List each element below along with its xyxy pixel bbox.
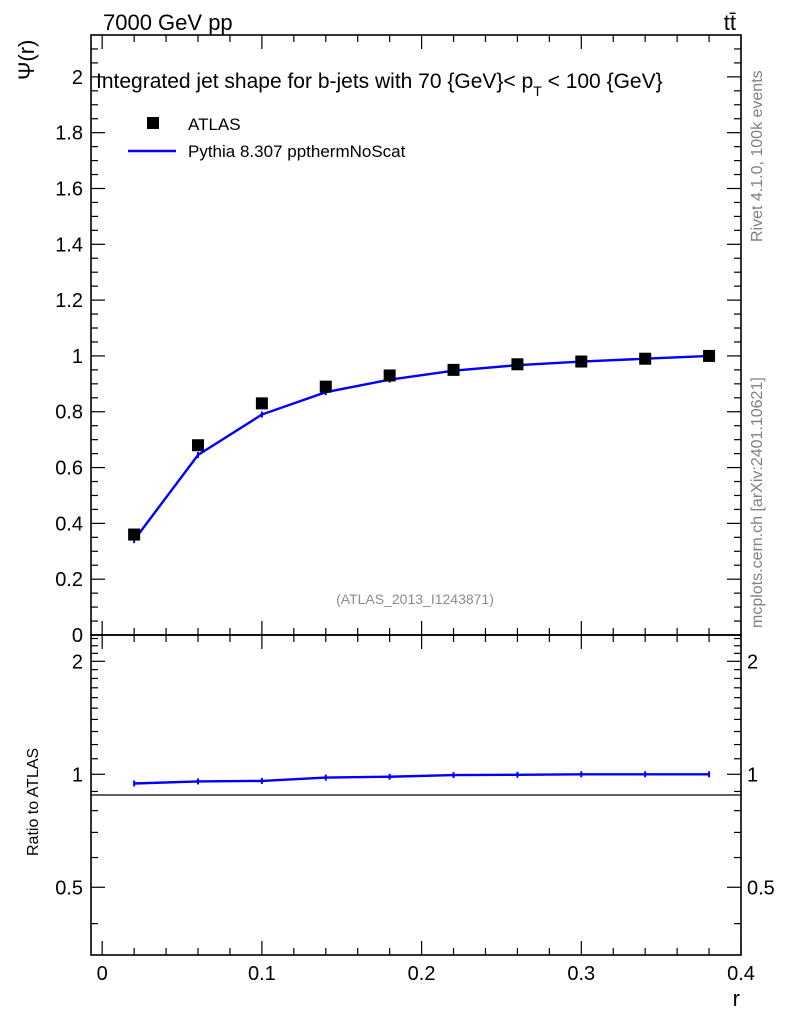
ratio-tick-label-left: 0.5 bbox=[55, 877, 83, 899]
atlas-marker bbox=[319, 380, 332, 393]
y-tick-label: 0 bbox=[72, 625, 83, 647]
y-tick-label: 1.2 bbox=[55, 290, 83, 312]
legend-marker-atlas bbox=[147, 117, 159, 129]
ratio-tick-label-right: 1 bbox=[747, 764, 758, 786]
atlas-marker bbox=[192, 439, 205, 452]
ratio-tick-label-right: 0.5 bbox=[747, 877, 775, 899]
x-tick-label: 0.1 bbox=[248, 963, 276, 985]
y-tick-label: 0.6 bbox=[55, 458, 83, 480]
y-tick-label: 0.4 bbox=[55, 513, 83, 535]
y-tick-label: 0.8 bbox=[55, 402, 83, 424]
mcplots-label: mcplots.cern.ch [arXiv:2401.10621] bbox=[749, 377, 766, 628]
atlas-marker bbox=[255, 397, 268, 410]
atlas-marker bbox=[447, 363, 460, 376]
atlas-marker bbox=[383, 369, 396, 382]
atlas-marker bbox=[703, 349, 716, 362]
atlas-marker bbox=[639, 352, 652, 365]
pythia-line bbox=[133, 354, 710, 541]
x-axis-label: r bbox=[733, 986, 740, 1011]
atlas-marker bbox=[511, 358, 524, 371]
y-tick-label: 1.4 bbox=[55, 234, 83, 256]
ratio-line bbox=[134, 773, 710, 785]
y-axis-label: Ψ(r) bbox=[14, 40, 39, 80]
x-tick-label: 0 bbox=[97, 963, 108, 985]
rivet-label: Rivet 4.1.0, 100k events bbox=[749, 70, 766, 242]
y-tick-label: 0.2 bbox=[55, 569, 83, 591]
ratio-y-axis-label: Ratio to ATLAS bbox=[25, 748, 42, 856]
ratio-tick-label-left: 2 bbox=[72, 651, 83, 673]
x-tick-label: 0.2 bbox=[408, 963, 436, 985]
legend-label-pythia: Pythia 8.307 ppthermNoScat bbox=[188, 142, 406, 161]
x-tick-label: 0.4 bbox=[727, 963, 755, 985]
y-tick-label: 1 bbox=[72, 346, 83, 368]
chart-title: Integrated jet shape for b-jets with 70 … bbox=[96, 70, 663, 99]
ratio-tick-label-left: 1 bbox=[72, 764, 83, 786]
atlas-marker bbox=[575, 355, 588, 368]
legend-label-atlas: ATLAS bbox=[188, 115, 241, 134]
y-tick-label: 2 bbox=[72, 67, 83, 89]
y-tick-label: 1.6 bbox=[55, 178, 83, 200]
header-right: tt̄ bbox=[724, 10, 736, 35]
header-left: 7000 GeV pp bbox=[103, 10, 233, 35]
ratio-tick-label-right: 2 bbox=[747, 651, 758, 673]
analysis-id: (ATLAS_2013_I1243871) bbox=[336, 591, 494, 607]
atlas-marker bbox=[128, 528, 141, 541]
x-tick-label: 0.3 bbox=[567, 963, 595, 985]
y-tick-label: 1.8 bbox=[55, 123, 83, 145]
